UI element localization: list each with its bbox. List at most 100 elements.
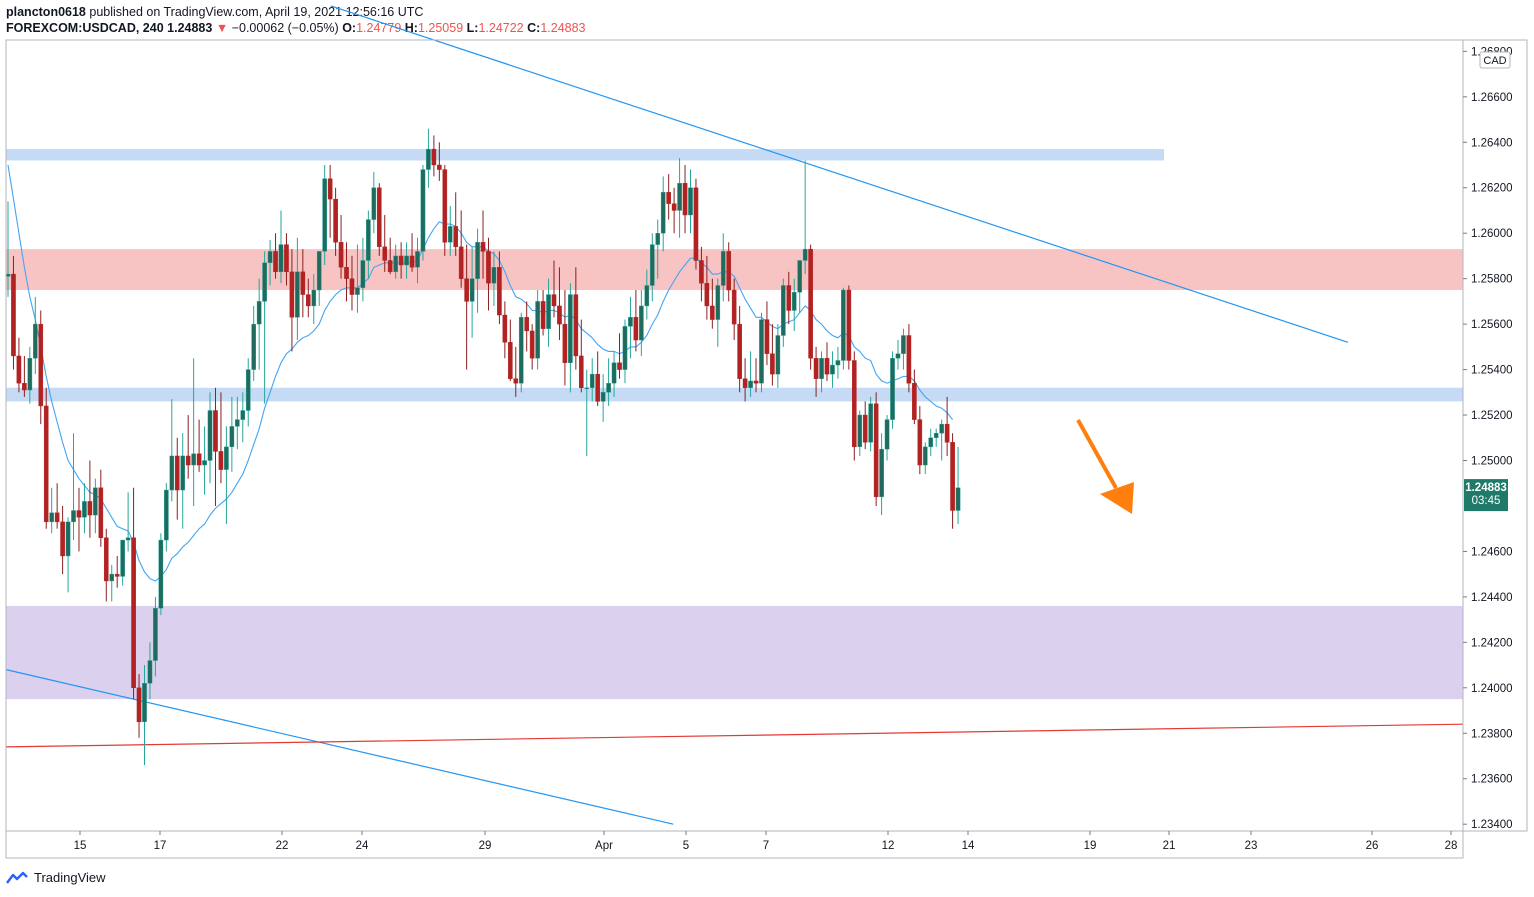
candle[interactable]: [447, 205, 453, 256]
candle[interactable]: [229, 396, 235, 472]
candle[interactable]: [862, 401, 868, 450]
candle[interactable]: [546, 278, 551, 347]
candle[interactable]: [38, 310, 44, 425]
candle[interactable]: [393, 244, 398, 279]
candle[interactable]: [726, 242, 732, 302]
candle[interactable]: [775, 324, 781, 388]
candle[interactable]: [147, 642, 153, 700]
time-axis[interactable]: 15 17 22 24 29 Apr 5 7 12 14 19 21 23 26 28: [74, 831, 1458, 852]
candle[interactable]: [928, 428, 934, 456]
candle[interactable]: [191, 358, 196, 506]
candle[interactable]: [409, 233, 415, 272]
candle[interactable]: [677, 158, 682, 238]
candle[interactable]: [366, 210, 371, 279]
candle[interactable]: [245, 358, 251, 427]
candle[interactable]: [660, 176, 666, 252]
candle[interactable]: [22, 355, 27, 397]
candle[interactable]: [884, 415, 890, 461]
candle[interactable]: [720, 233, 726, 302]
candle[interactable]: [797, 260, 802, 313]
candle[interactable]: [333, 187, 338, 256]
publisher-name[interactable]: plancton0618: [6, 5, 86, 19]
candle[interactable]: [486, 237, 491, 311]
candle[interactable]: [475, 228, 480, 313]
candle[interactable]: [224, 426, 229, 525]
candle[interactable]: [841, 287, 846, 370]
upper-trendline[interactable]: [330, 5, 1349, 343]
candle[interactable]: [278, 210, 284, 284]
candle[interactable]: [737, 305, 742, 393]
candle[interactable]: [857, 410, 863, 456]
candle[interactable]: [464, 244, 469, 370]
candle[interactable]: [939, 419, 944, 461]
trendlines-layer[interactable]: [5, 5, 1464, 825]
candle[interactable]: [491, 251, 497, 306]
candle[interactable]: [43, 387, 49, 529]
candles-layer[interactable]: [5, 128, 961, 766]
symbol-label[interactable]: FOREXCOM:USDCAD, 240: [6, 21, 164, 35]
candle[interactable]: [912, 369, 917, 425]
candle[interactable]: [267, 240, 273, 286]
candle[interactable]: [295, 237, 300, 341]
candle[interactable]: [196, 419, 202, 472]
candle[interactable]: [398, 242, 404, 279]
candle[interactable]: [813, 346, 819, 397]
candle[interactable]: [49, 487, 54, 534]
candle[interactable]: [917, 405, 923, 475]
candle[interactable]: [344, 242, 349, 302]
candle[interactable]: [235, 396, 240, 450]
candle[interactable]: [387, 237, 393, 275]
candle[interactable]: [868, 396, 873, 452]
candle[interactable]: [469, 246, 475, 338]
candle[interactable]: [376, 183, 382, 256]
candle[interactable]: [535, 290, 540, 370]
candle[interactable]: [164, 483, 169, 552]
candle[interactable]: [671, 187, 677, 234]
candle[interactable]: [431, 135, 437, 177]
candle[interactable]: [316, 251, 322, 306]
candle[interactable]: [781, 278, 786, 347]
candle[interactable]: [524, 301, 529, 352]
candle[interactable]: [93, 478, 98, 534]
candle[interactable]: [879, 433, 884, 516]
candle[interactable]: [120, 539, 125, 586]
candle[interactable]: [770, 324, 775, 386]
candle[interactable]: [311, 274, 317, 325]
candle[interactable]: [715, 278, 721, 347]
candle[interactable]: [529, 324, 535, 370]
candle[interactable]: [666, 174, 671, 220]
candle[interactable]: [202, 426, 207, 495]
candle[interactable]: [617, 333, 622, 379]
candle[interactable]: [573, 267, 579, 370]
candle[interactable]: [240, 392, 246, 443]
candle[interactable]: [426, 128, 431, 188]
candle[interactable]: [890, 351, 895, 429]
candle[interactable]: [16, 337, 22, 393]
candle[interactable]: [289, 249, 295, 352]
candle[interactable]: [518, 312, 524, 393]
candle[interactable]: [584, 369, 590, 456]
candle[interactable]: [852, 351, 857, 461]
candle[interactable]: [76, 487, 82, 552]
candle[interactable]: [338, 215, 344, 279]
candle[interactable]: [873, 392, 879, 506]
candle[interactable]: [404, 242, 409, 279]
candle[interactable]: [933, 428, 939, 447]
candle[interactable]: [185, 415, 191, 479]
candle[interactable]: [688, 169, 693, 234]
candle[interactable]: [579, 319, 584, 393]
candle[interactable]: [508, 319, 513, 381]
candle[interactable]: [731, 278, 737, 341]
candle[interactable]: [382, 215, 388, 272]
candle[interactable]: [649, 233, 655, 302]
candle[interactable]: [136, 674, 142, 738]
candle[interactable]: [180, 433, 186, 529]
candle[interactable]: [256, 278, 262, 370]
candle[interactable]: [306, 278, 311, 318]
candle[interactable]: [922, 442, 928, 475]
candle[interactable]: [802, 160, 808, 275]
candle[interactable]: [371, 171, 377, 234]
candle[interactable]: [262, 251, 267, 404]
candle[interactable]: [557, 267, 562, 341]
candle[interactable]: [835, 346, 841, 379]
